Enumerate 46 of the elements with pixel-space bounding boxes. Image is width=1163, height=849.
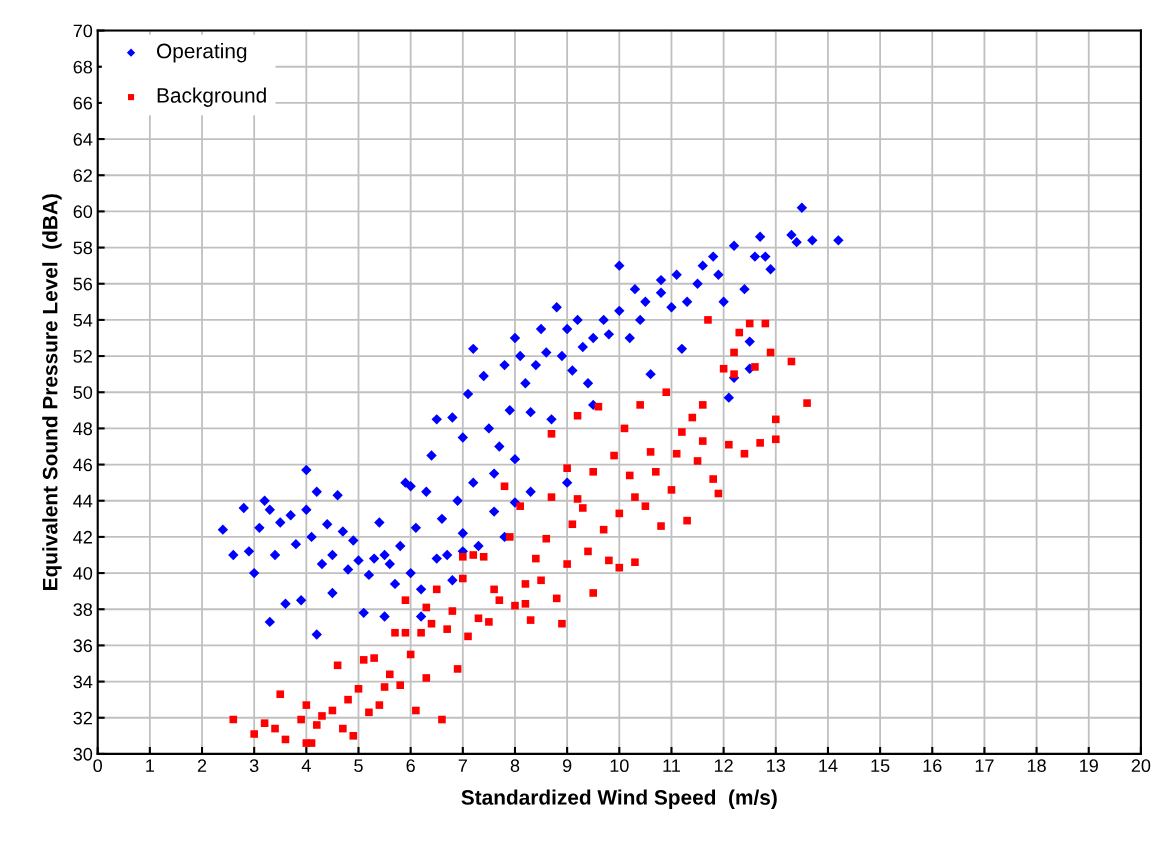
x-tick-label: 8 xyxy=(510,759,520,773)
x-tick-label: 2 xyxy=(197,759,207,772)
y-tick-label: 50 xyxy=(73,386,93,399)
x-tick-label: 12 xyxy=(714,759,733,772)
x-tick-label: 3 xyxy=(249,759,259,773)
x-tick-label: 17 xyxy=(975,759,994,772)
y-axis-title: Equivalent Sound Pressure Level (dBA) xyxy=(42,194,62,590)
x-tick-label: 11 xyxy=(663,759,680,772)
y-tick-label: 44 xyxy=(73,494,93,508)
x-tick-label: 5 xyxy=(354,759,363,773)
y-tick-label: 32 xyxy=(73,711,92,725)
y-tick-label: 68 xyxy=(73,60,93,74)
x-tick-label: 15 xyxy=(871,759,890,773)
y-tick-label: 58 xyxy=(73,241,93,255)
x-tick-label: 18 xyxy=(1027,759,1046,773)
x-tick-label: 7 xyxy=(458,759,467,772)
x-tick-label: 6 xyxy=(406,759,415,773)
x-tick-label: 13 xyxy=(767,759,786,773)
y-tick-label: 30 xyxy=(73,747,93,761)
y-tick-label: 34 xyxy=(73,675,93,689)
x-tick-label: 19 xyxy=(1080,759,1098,773)
y-tick-label: 38 xyxy=(73,603,93,616)
y-tick-label: 54 xyxy=(73,314,93,327)
x-tick-label: 10 xyxy=(610,759,629,773)
y-tick-label: 66 xyxy=(73,96,93,110)
y-tick-label: 56 xyxy=(73,277,93,291)
legend-label: Background xyxy=(157,87,266,107)
y-tick-label: 46 xyxy=(73,458,93,472)
x-tick-label: 16 xyxy=(923,759,942,773)
y-tick-label: 60 xyxy=(73,205,93,219)
y-tick-label: 48 xyxy=(73,422,93,436)
y-tick-label: 62 xyxy=(73,169,92,182)
y-tick-label: 42 xyxy=(73,530,92,544)
x-tick-label: 1 xyxy=(146,759,154,772)
x-tick-label: 4 xyxy=(301,759,311,772)
legend-label: Operating xyxy=(157,43,247,63)
x-tick-label: 14 xyxy=(819,759,838,772)
y-tick-label: 40 xyxy=(73,567,93,580)
x-tick-label: 0 xyxy=(93,759,103,773)
y-tick-label: 36 xyxy=(73,639,93,653)
y-tick-label: 70 xyxy=(73,24,93,38)
x-tick-label: 9 xyxy=(562,759,572,773)
y-tick-label: 52 xyxy=(73,350,92,363)
x-tick-label: 20 xyxy=(1131,759,1151,773)
x-axis-title: Standardized Wind Speed (m/s) xyxy=(461,789,777,809)
y-tick-label: 64 xyxy=(73,133,93,146)
